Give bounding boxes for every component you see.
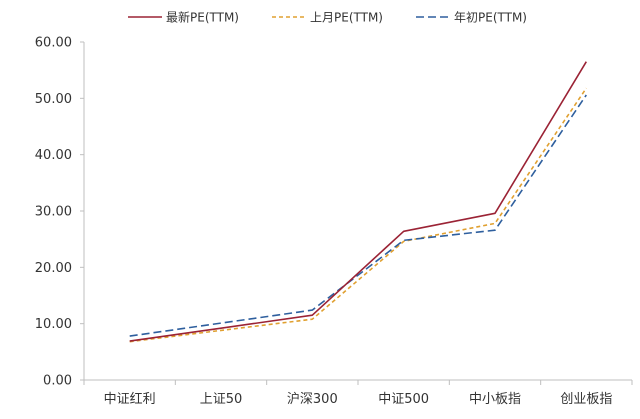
x-tick-label: 中小板指 [469, 392, 521, 407]
y-tick-label: 60.00 [35, 36, 72, 51]
x-tick-label: 中证500 [378, 392, 429, 407]
y-tick-label: 30.00 [35, 205, 72, 220]
y-tick-label: 10.00 [35, 317, 72, 332]
x-tick-label: 中证红利 [104, 391, 156, 407]
x-tick-label: 上证50 [200, 392, 243, 407]
series-line-1 [129, 61, 587, 342]
legend-label-2: 上月PE(TTM) [310, 11, 383, 25]
y-tick-label: 0.00 [43, 374, 72, 389]
y-tick-label: 20.00 [35, 261, 72, 276]
x-tick-label: 创业板指 [560, 392, 612, 407]
legend: 最新PE(TTM) 上月PE(TTM) 年初PE(TTM) [128, 10, 527, 25]
legend-label-1: 最新PE(TTM) [166, 10, 239, 25]
series-line-2 [129, 87, 587, 343]
y-tick-label: 50.00 [35, 92, 72, 107]
series-layer [129, 61, 587, 343]
y-tick-label: 40.00 [35, 148, 72, 163]
series-line-3 [129, 94, 587, 337]
x-tick-label: 沪深300 [287, 391, 338, 407]
legend-label-3: 年初PE(TTM) [454, 11, 527, 25]
y-axis: 0.00 10.00 20.00 30.00 40.00 50.00 60.00 [35, 36, 85, 389]
x-axis: 中证红利 上证50 沪深300 中证500 中小板指 创业板指 [83, 379, 633, 407]
